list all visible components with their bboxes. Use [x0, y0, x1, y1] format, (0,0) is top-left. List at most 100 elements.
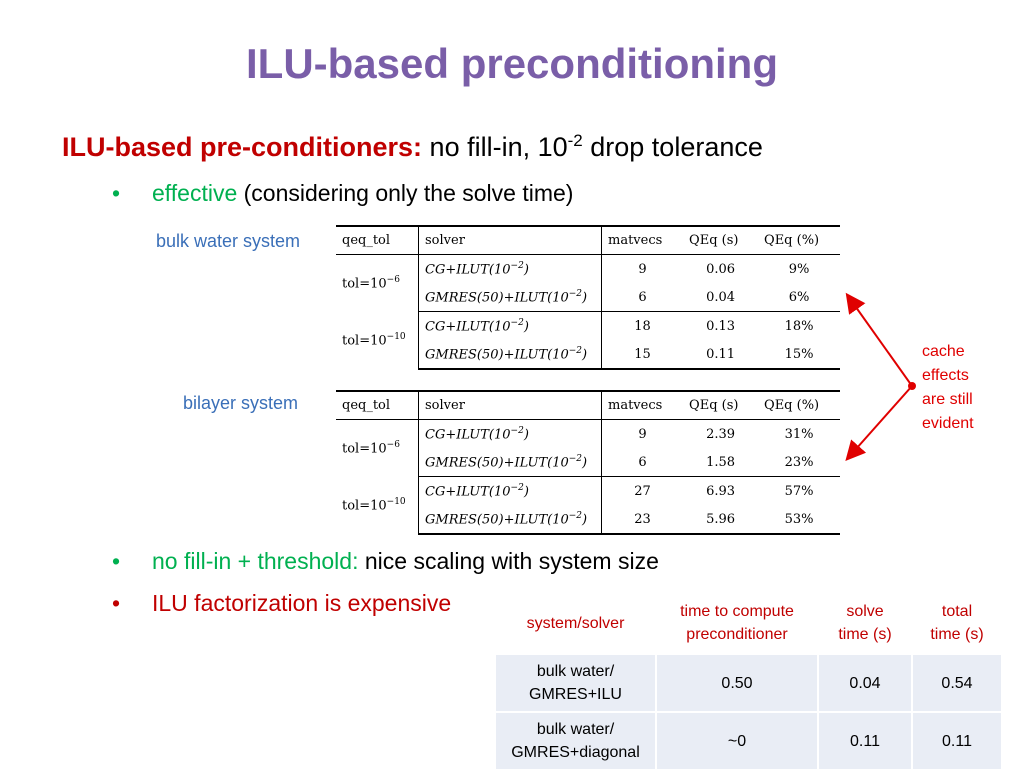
- cell-precond: ~0: [657, 713, 817, 769]
- cell-solver: GMRES(50)+ILUT(10−2): [418, 448, 602, 477]
- cell-text: bulk water/: [536, 663, 615, 680]
- cost-table-header: system/solver time to compute preconditio…: [496, 593, 1001, 653]
- cost-table: system/solver time to compute preconditio…: [494, 591, 1003, 771]
- arrow-to-bulk-table: [845, 292, 913, 387]
- solver-close: ): [523, 427, 529, 443]
- cell-text: GMRES+diagonal: [511, 744, 640, 761]
- slide-title: ILU-based preconditioning: [246, 40, 778, 87]
- bullet-highlight: ILU factorization is expensive: [152, 590, 452, 616]
- tol-exponent: −6: [386, 440, 400, 451]
- bilayer-table: qeq_tol solver matvecs QEq (s) QEq (%) tol=10…: [336, 390, 840, 535]
- table-row: GMRES(50)+ILUT(10−2) 15 0.11 15%: [336, 340, 840, 370]
- solver-exponent: −2: [568, 345, 583, 356]
- cache-effects-note: cache effects are still evident: [922, 340, 974, 436]
- header-text: system/solver: [526, 614, 625, 632]
- cell-qeq-pct: 23%: [758, 448, 840, 477]
- heading-line: ILU-based pre-conditioners: no fill-in, …: [62, 132, 763, 163]
- paper-table-header: qeq_tol solver matvecs QEq (s) QEq (%): [336, 390, 840, 420]
- solver-text: CG+ILUT(10: [425, 319, 511, 335]
- solver-exponent: −2: [568, 288, 583, 299]
- solver-exponent: −2: [510, 425, 524, 436]
- header-solver: solver: [418, 390, 602, 420]
- tol-text: tol=10: [342, 276, 387, 292]
- cell-qeq-s: 0.04: [683, 283, 759, 312]
- bulk-water-table: qeq_tol solver matvecs QEq (s) QEq (%) tol=10…: [336, 225, 840, 370]
- cell-qeq-s: 0.06: [706, 261, 736, 277]
- cell-qeq-s: 5.96: [683, 505, 759, 535]
- cell-matvecs: 9: [638, 261, 647, 277]
- tol-text: tol=10: [342, 498, 387, 514]
- tol-text: tol=10: [342, 333, 387, 349]
- cell-qeq-s: 0.13: [706, 318, 736, 334]
- cell-matvecs: 6: [601, 448, 684, 477]
- header-total-time: total time (s): [913, 593, 1001, 653]
- note-line: cache: [922, 343, 965, 360]
- header-qeq-pct: QEq (%): [758, 225, 840, 255]
- cell-solver: GMRES(50)+ILUT(10−2): [418, 283, 602, 312]
- arrow-origin-dot: [908, 382, 916, 390]
- table-row: GMRES(50)+ILUT(10−2) 23 5.96 53%: [336, 505, 840, 535]
- cell-qeq-pct: 53%: [758, 505, 840, 535]
- cell-solver: GMRES(50)+ILUT(10−2): [418, 505, 602, 535]
- solver-exponent: −2: [568, 453, 583, 464]
- header-text: total: [941, 603, 973, 620]
- solver-close: ): [582, 455, 588, 471]
- bullet-dot: •: [112, 180, 121, 206]
- header-qeq-tol: qeq_tol: [336, 225, 419, 255]
- heading-tail: drop tolerance: [590, 132, 763, 162]
- bullet-text: nice scaling with system size: [364, 548, 659, 574]
- solver-text: CG+ILUT(10: [425, 427, 511, 443]
- solver-close: ): [582, 290, 588, 306]
- header-text: time (s): [930, 626, 984, 643]
- table-row: tol=10−10 CG+ILUT(10−2) 18 0.13 18%: [336, 311, 840, 369]
- bullet-highlight: no fill-in + threshold:: [152, 548, 359, 574]
- cell-tolerance: tol=10−10: [336, 476, 419, 534]
- cell-system: bulk water/GMRES+diagonal: [496, 713, 655, 769]
- cell-qeq-s: 1.58: [683, 448, 759, 477]
- solver-text: GMRES(50)+ILUT(10: [425, 347, 569, 363]
- cell-qeq-pct: 31%: [784, 426, 814, 442]
- cell-matvecs: 6: [601, 283, 684, 312]
- cell-solver: CG+ILUT(10−2): [418, 311, 602, 340]
- header-system-solver: system/solver: [496, 593, 655, 653]
- solver-close: ): [523, 319, 529, 335]
- header-qeq-pct: QEq (%): [758, 390, 840, 420]
- solver-text: CG+ILUT(10: [425, 262, 511, 278]
- header-qeq-s: QEq (s): [683, 225, 759, 255]
- heading-bold: ILU-based pre-conditioners:: [62, 132, 423, 162]
- solver-close: ): [582, 512, 588, 528]
- table-row: bulk water/GMRES+ILU 0.50 0.04 0.54: [496, 655, 1001, 711]
- cell-matvecs: 27: [634, 483, 651, 499]
- header-solver: solver: [418, 225, 602, 255]
- header-text: time to compute: [680, 603, 794, 620]
- arrow-to-bilayer-table: [845, 385, 913, 461]
- cell-tolerance: tol=10−6: [336, 254, 419, 312]
- header-text: solve: [846, 603, 884, 620]
- note-line: effects: [922, 367, 969, 384]
- header-text: preconditioner: [686, 626, 788, 643]
- solver-close: ): [582, 347, 588, 363]
- table-row: tol=10−6 CG+ILUT(10−2) 9 0.06 9%: [336, 254, 840, 312]
- bullet-text: (considering only the solve time): [243, 180, 574, 206]
- bullet-highlight: effective: [152, 180, 238, 206]
- header-matvecs: matvecs: [601, 225, 684, 255]
- table-row: tol=10−6 CG+ILUT(10−2) 9 2.39 31%: [336, 419, 840, 477]
- solver-exponent: −2: [510, 260, 524, 271]
- table-row: bulk water/GMRES+diagonal ~0 0.11 0.11: [496, 713, 1001, 769]
- solver-text: GMRES(50)+ILUT(10: [425, 512, 569, 528]
- header-text: time (s): [838, 626, 892, 643]
- bullet-dot: •: [112, 590, 121, 616]
- cell-solver: CG+ILUT(10−2): [418, 254, 602, 283]
- cell-text: GMRES+ILU: [529, 686, 622, 703]
- header-precond-time: time to compute preconditioner: [657, 593, 817, 653]
- solver-text: GMRES(50)+ILUT(10: [425, 455, 569, 471]
- cell-solve: 0.11: [819, 713, 911, 769]
- cell-tolerance: tol=10−10: [336, 311, 419, 369]
- cell-total: 0.54: [913, 655, 1001, 711]
- solver-text: GMRES(50)+ILUT(10: [425, 290, 569, 306]
- cell-qeq-pct: 57%: [784, 483, 814, 499]
- solver-close: ): [523, 484, 529, 500]
- solver-exponent: −2: [568, 510, 583, 521]
- header-matvecs: matvecs: [601, 390, 684, 420]
